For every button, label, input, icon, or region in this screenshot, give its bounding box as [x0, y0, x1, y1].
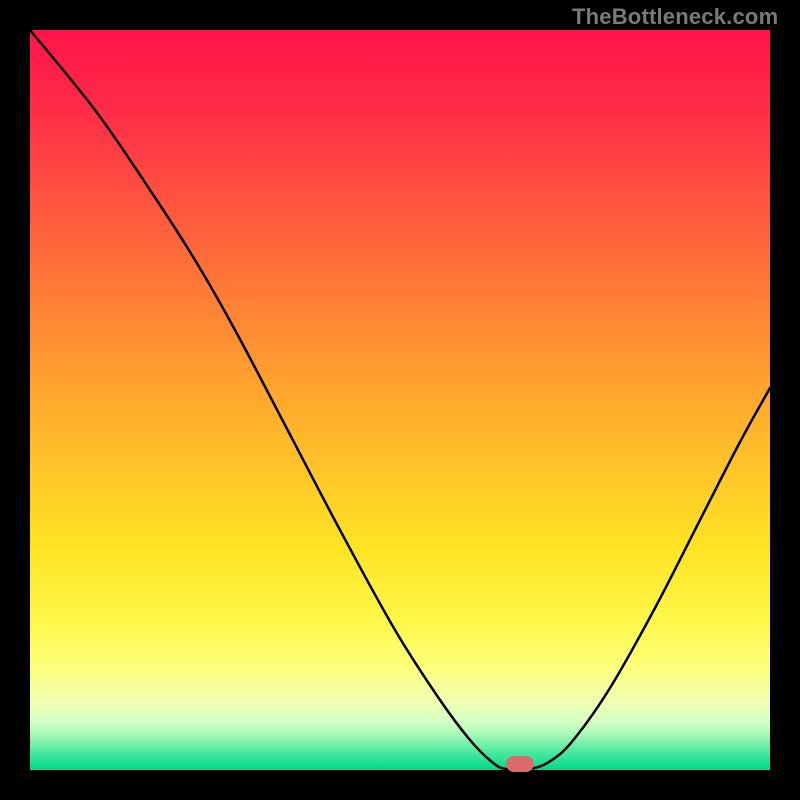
curve-layer [0, 0, 800, 800]
bottleneck-curve [30, 30, 770, 770]
watermark-text: TheBottleneck.com [572, 4, 778, 30]
optimum-marker [506, 756, 534, 772]
